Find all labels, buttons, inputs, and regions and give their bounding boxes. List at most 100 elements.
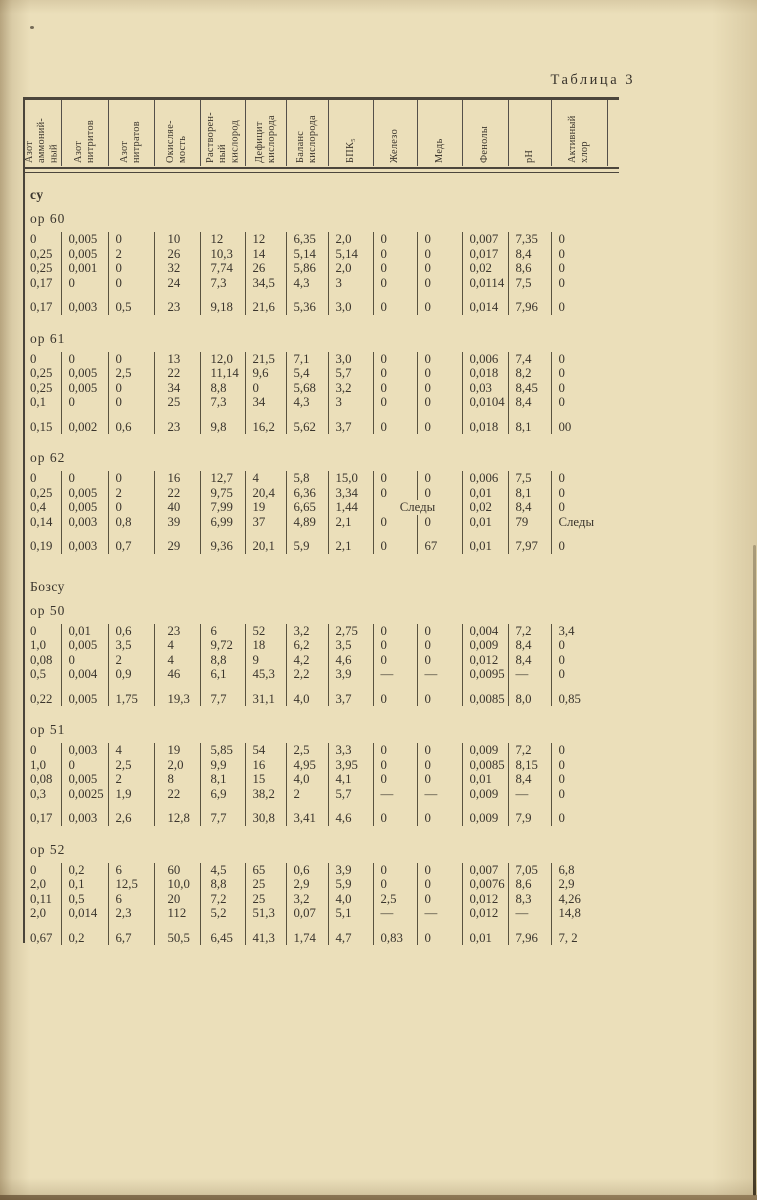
data-cell: 0 (244, 380, 286, 395)
data-cell: Следы (550, 514, 607, 529)
data-cell: 8,15 (507, 757, 551, 772)
summary-row: 0,17 0,003 2,6 12,8 7,7 30,8 3,41 4,6 0 0 0,009 7,9… (23, 801, 607, 826)
data-cell: 0,02 (461, 500, 508, 515)
data-cell: 112 (153, 906, 200, 921)
data-cell: — (372, 667, 417, 682)
data-cell: 0 (60, 351, 108, 366)
data-cell: 4,6 (327, 652, 373, 667)
column-header: БПК₅ (328, 100, 373, 166)
data-cell: 2,5 (107, 757, 154, 772)
group-table: 0 0,2 6 60 4,5 65 0,6 3,9 0 0 0,007 7,05 6,8 2,0 0,1 12… (23, 862, 607, 945)
data-cell: 0 (416, 232, 462, 247)
data-cell: 6,45 (199, 920, 245, 945)
data-cell: 0 (550, 529, 607, 554)
data-cell: 26 (244, 261, 286, 276)
data-cell: 0 (372, 514, 417, 529)
data-cell: 12 (244, 232, 286, 247)
column-header-label: Дефицит кислорода (253, 115, 277, 163)
group-table: 0 0 0 13 12,0 21,5 7,1 3,0 0 0 0,006 7,4 0 0,25 0,005 2… (23, 351, 607, 434)
data-cell: — (507, 667, 551, 682)
data-cell: 15 (244, 772, 286, 787)
data-cell: 0 (550, 667, 607, 682)
data-cell: 0,08 (30, 652, 53, 667)
data-cell: 9,72 (199, 638, 245, 653)
data-cell: 11,14 (199, 366, 245, 381)
data-cell: 7,3 (199, 275, 245, 290)
column-header-label: Фенолы (479, 125, 491, 163)
data-cell: 2 (107, 652, 154, 667)
data-cell: 12,7 (199, 471, 245, 486)
data-cell: 0,005 (60, 232, 108, 247)
data-cell: 6,7 (107, 920, 154, 945)
data-cell: 6,36 (285, 485, 328, 500)
data-cell: 0 (416, 801, 462, 826)
table-row: 0,25 0,005 2 26 10,3 14 5,14 5,14 0 0 0,017 8,4 0 (23, 246, 607, 261)
data-cell: 40 (153, 500, 200, 515)
data-cell: 5,14 (327, 246, 373, 261)
data-cell: 14,8 (550, 906, 607, 921)
data-cell: 7,4 (507, 351, 551, 366)
data-cell: 8,1 (507, 409, 551, 434)
data-cell: 0,01 (60, 623, 108, 638)
data-cell: 0 (416, 395, 462, 410)
data-cell: 0 (372, 801, 417, 826)
data-cell: 12,8 (153, 801, 200, 826)
data-cell: 8,45 (507, 380, 551, 395)
data-cell: 0 (372, 623, 417, 638)
table-row: 0,08 0,005 2 8 8,1 15 4,0 4,1 0 0 0,01 8,4 0 (23, 772, 607, 787)
data-cell: 0,012 (461, 906, 508, 921)
data-cell: 0,009 (461, 786, 508, 801)
data-cell: 0,8 (107, 514, 154, 529)
data-cell: 0,25 (30, 366, 53, 380)
data-cell: 6 (107, 862, 154, 877)
data-cell: 0 (60, 757, 108, 772)
data-cell: 0 (107, 232, 154, 247)
data-cell: 60 (153, 862, 200, 877)
data-cell: 5,9 (327, 877, 373, 892)
data-cell: 3,7 (327, 409, 373, 434)
data-cell: 12,0 (199, 351, 245, 366)
data-cell: 21,6 (244, 290, 286, 315)
page-edge-right (753, 545, 756, 1196)
table-row: 0,25 0,005 2,5 22 11,14 9,6 5,4 5,7 0 0 0,018 8,2 0 (23, 366, 607, 381)
data-cell: 3,9 (327, 667, 373, 682)
data-cell: 9,18 (199, 290, 245, 315)
data-cell: 4,0 (285, 681, 328, 706)
summary-row: 0,17 0,003 0,5 23 9,18 21,6 5,36 3,0 0 0 0,014 7,96… (23, 290, 607, 315)
table-row: 1,0 0,005 3,5 4 9,72 18 6,2 3,5 0 0 0,009 8,4 0 (23, 638, 607, 653)
data-cell: 0 (416, 261, 462, 276)
data-cell: 3,0 (327, 351, 373, 366)
data-cell: 7,99 (199, 500, 245, 515)
data-cell: 5,62 (285, 409, 328, 434)
data-cell: 0 (30, 623, 37, 638)
data-cell: 3,2 (285, 623, 328, 638)
data-cell: 5,4 (285, 366, 328, 381)
data-cell: — (372, 906, 417, 921)
data-cell: 0,009 (461, 638, 508, 653)
data-cell: 9,75 (199, 485, 245, 500)
data-cell: 0,11 (30, 891, 52, 906)
table-row: 0,25 0,001 0 32 7,74 26 5,86 2,0 0 0 0,02 8,6 0 (23, 261, 607, 276)
data-cell: 7,35 (507, 232, 551, 247)
column-header: Окисляе- мость (154, 100, 200, 166)
data-cell: 8,0 (507, 681, 551, 706)
data-cell: 6,65 (285, 500, 328, 515)
data-cell: 0 (416, 757, 462, 772)
group-label: ор 51 (30, 722, 66, 737)
data-cell: 0,0025 (60, 786, 108, 801)
data-cell: 3,5 (107, 638, 154, 653)
data-cell: 0,004 (60, 667, 108, 682)
data-cell: 7,74 (199, 261, 245, 276)
data-cell: 8,4 (507, 772, 551, 787)
data-cell: 7,9 (507, 801, 551, 826)
data-cell: 5,14 (285, 246, 328, 261)
table-header: Азот аммоний- ный Азот нитритов Азот нитра… (23, 97, 619, 173)
data-cell: 3,34 (327, 485, 373, 500)
data-cell: 5,7 (327, 786, 373, 801)
data-cell: 4,95 (285, 757, 328, 772)
data-cell: 0 (550, 757, 607, 772)
data-cell: 7,5 (507, 471, 551, 486)
data-cell: 0,0114 (461, 275, 508, 290)
data-cell: 20,1 (244, 529, 286, 554)
data-cell: 3 (327, 395, 373, 410)
